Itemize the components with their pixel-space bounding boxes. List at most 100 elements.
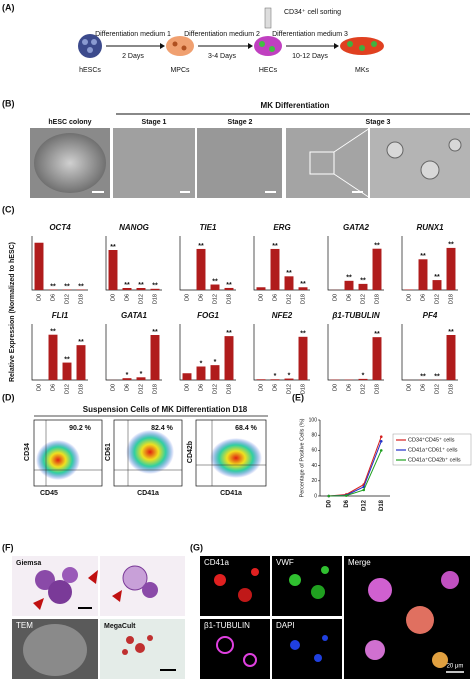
significance: * — [214, 359, 217, 366]
scale-label: 20 μm — [447, 664, 464, 670]
bar — [256, 379, 266, 380]
bar — [76, 345, 86, 380]
x-tick-label: D6 — [346, 384, 352, 391]
panel-label: (G) — [190, 542, 203, 552]
step-label: Differentiation medium 3 — [272, 31, 348, 38]
bar — [270, 248, 280, 290]
chart-title: PF4 — [423, 311, 438, 320]
panel-title: Suspension Cells of MK Differentiation D… — [83, 405, 248, 414]
significance: ** — [300, 281, 306, 288]
significance: ** — [434, 374, 440, 381]
image-label: VWF — [276, 558, 294, 567]
x-tick-label: D0 — [326, 499, 332, 507]
image-label: CD41a — [204, 558, 229, 567]
image-label: DAPI — [276, 621, 295, 630]
x-tick-label: D18 — [152, 294, 158, 304]
chart-title: TIE1 — [200, 223, 217, 232]
bar — [446, 335, 456, 380]
legend-label: CD41a⁺CD42b⁺ cells — [408, 456, 461, 463]
x-tick-label: D6 — [346, 294, 352, 301]
x-tick-label: D12 — [434, 294, 440, 304]
x-tick-label: D12 — [212, 384, 218, 394]
step-time: 3-4 Days — [208, 53, 237, 60]
significance: * — [140, 371, 143, 378]
x-tick-label: D0 — [332, 294, 338, 301]
series-line — [328, 436, 382, 497]
significance: ** — [300, 331, 306, 338]
x-tick-label: D0 — [258, 294, 264, 301]
significance: ** — [374, 331, 380, 338]
x-tick-label: D0 — [36, 384, 42, 391]
sorting-label: CD34⁺ cell sorting — [284, 9, 341, 16]
point — [379, 449, 383, 452]
image-label: Stage 3 — [366, 119, 391, 126]
x-tick-label: D18 — [448, 384, 454, 394]
x-tick-label: D18 — [379, 499, 385, 511]
y-tick-label: 60 — [311, 448, 317, 454]
x-tick-label: D6 — [198, 384, 204, 391]
chart-title: GATA2 — [343, 223, 369, 232]
micrographs — [200, 556, 470, 679]
chart-title: β1-TUBULIN — [331, 311, 379, 320]
x-tick-label: D12 — [361, 499, 367, 511]
step-time: 2 Days — [122, 53, 144, 60]
x-tick-label: D18 — [78, 384, 84, 394]
image-label: hESC colony — [48, 119, 91, 126]
y-tick-label: 20 — [311, 478, 317, 484]
bar — [122, 378, 132, 380]
bar — [196, 248, 206, 290]
bar — [150, 288, 160, 290]
percent: 82.4 % — [151, 425, 174, 432]
y-axis-label: CD34 — [24, 443, 31, 461]
chart-title: FLI1 — [52, 311, 69, 320]
significance: ** — [360, 278, 366, 285]
x-tick-label: D0 — [406, 294, 412, 301]
bar — [182, 373, 192, 380]
bar — [418, 259, 428, 290]
panel-label: (F) — [2, 542, 14, 552]
x-tick-label: D12 — [360, 294, 366, 304]
image-label: β1-TUBULIN — [204, 621, 250, 630]
significance: ** — [50, 283, 56, 290]
x-tick-label: D12 — [138, 384, 144, 394]
significance: * — [288, 372, 291, 379]
significance: ** — [448, 242, 454, 249]
x-tick-label: D6 — [420, 294, 426, 301]
y-tick-label: 40 — [311, 463, 317, 469]
bar — [122, 288, 132, 290]
chart-title: GATA1 — [121, 311, 147, 320]
x-tick-label: D6 — [50, 294, 56, 301]
x-tick-label: D0 — [110, 384, 116, 391]
significance: ** — [124, 282, 130, 289]
x-tick-label: D0 — [406, 384, 412, 391]
point — [327, 494, 331, 498]
x-tick-label: D18 — [152, 384, 158, 394]
x-tick-label: D18 — [300, 294, 306, 304]
bar — [358, 283, 368, 290]
significance: ** — [226, 330, 232, 337]
x-tick-label: D6 — [344, 499, 350, 507]
image-label: Giemsa — [16, 560, 41, 567]
significance: ** — [152, 329, 158, 336]
bar — [284, 276, 294, 290]
chart-title: NANOG — [119, 223, 149, 232]
bar — [344, 280, 354, 290]
image-label: Merge — [348, 558, 371, 567]
x-tick-label: D12 — [286, 384, 292, 394]
bar — [136, 288, 146, 290]
chart-title: ERG — [273, 223, 290, 232]
flow-plots — [33, 419, 267, 487]
bar — [150, 335, 160, 380]
significance: ** — [448, 329, 454, 336]
point — [344, 494, 348, 497]
chart-title: RUNX1 — [416, 223, 444, 232]
x-tick-label: D6 — [50, 384, 56, 391]
significance: ** — [272, 243, 278, 250]
bar — [210, 365, 220, 380]
percent: 68.4 % — [235, 425, 258, 432]
bar — [298, 336, 308, 380]
significance: ** — [434, 274, 440, 281]
axis — [319, 420, 390, 497]
significance: * — [200, 360, 203, 367]
x-tick-label: D0 — [184, 294, 190, 301]
